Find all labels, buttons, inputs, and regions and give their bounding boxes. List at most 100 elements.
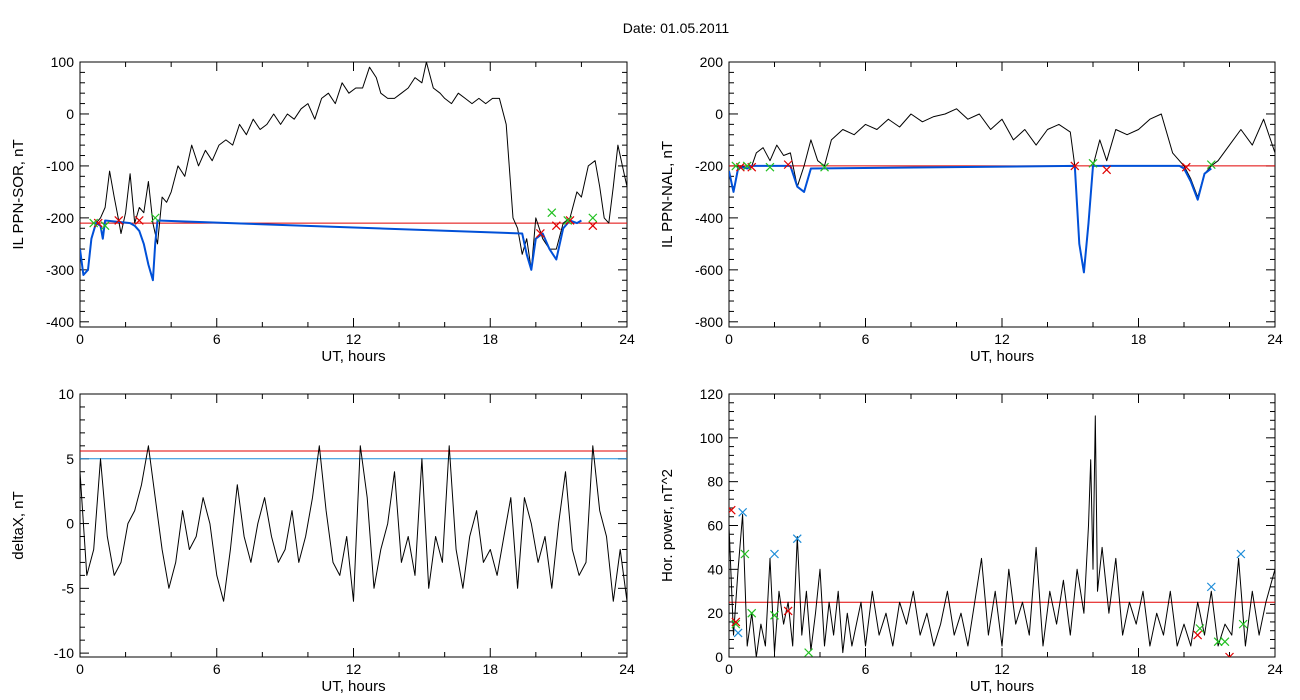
x-marker bbox=[535, 229, 545, 238]
x-marker bbox=[770, 549, 779, 559]
x-marker bbox=[1220, 637, 1230, 647]
x-marker bbox=[731, 161, 741, 171]
x-tick-label: 18 bbox=[482, 661, 498, 677]
x-marker bbox=[733, 628, 743, 638]
x-marker bbox=[747, 608, 757, 618]
x-marker bbox=[1181, 162, 1191, 172]
x-marker bbox=[1238, 619, 1248, 629]
x-tick-label: 12 bbox=[346, 331, 362, 347]
x-marker bbox=[742, 161, 752, 171]
plot-area bbox=[80, 445, 627, 602]
x-tick-label: 18 bbox=[482, 331, 498, 347]
y-tick-label: -400 bbox=[695, 210, 723, 226]
y-tick-label: -200 bbox=[695, 158, 723, 174]
x-marker bbox=[1070, 161, 1080, 171]
x-tick-label: 24 bbox=[1267, 331, 1283, 347]
x-marker bbox=[551, 221, 561, 231]
plot-frame bbox=[728, 61, 1276, 328]
x-marker bbox=[547, 208, 557, 218]
x-axis-title: UT, hours bbox=[321, 348, 385, 365]
x-tick-label: 18 bbox=[1131, 661, 1147, 677]
x-marker bbox=[770, 610, 779, 620]
y-axis-title: IL PPN-SOR, nT bbox=[10, 139, 27, 249]
y-tick-label: 200 bbox=[700, 54, 724, 70]
x-tick-label: 18 bbox=[1131, 331, 1147, 347]
chart-panel-p3: 0 6 12 18 24 -10 -5 0 5 10 UT, hours deltaX, nT bbox=[10, 386, 635, 695]
figure-title: Date: 01.05.2011 bbox=[623, 20, 730, 36]
x-marker bbox=[740, 549, 750, 559]
y-tick-label: -5 bbox=[62, 580, 75, 596]
x-tick-label: 6 bbox=[862, 661, 870, 677]
x-tick-label: 12 bbox=[994, 331, 1010, 347]
x-marker bbox=[1088, 158, 1098, 168]
x-marker bbox=[89, 218, 99, 228]
x-marker bbox=[1236, 549, 1246, 559]
y-tick-label: 20 bbox=[707, 605, 723, 621]
x-tick-label: 24 bbox=[619, 661, 635, 677]
y-tick-label: 0 bbox=[715, 106, 723, 122]
x-marker bbox=[783, 160, 793, 170]
x-marker bbox=[134, 216, 144, 225]
x-marker bbox=[565, 216, 575, 225]
y-axis-title: IL PPN-NAL, nT bbox=[659, 141, 676, 248]
x-marker bbox=[738, 507, 748, 517]
y-tick-label: 5 bbox=[66, 451, 74, 467]
y-tick-label: 0 bbox=[66, 516, 74, 532]
series-line-0 bbox=[729, 108, 1275, 271]
y-tick-label: 100 bbox=[700, 430, 724, 446]
y-tick-label: 120 bbox=[700, 386, 724, 402]
chart-panel-p4: 0 6 12 18 24 0 20 40 60 80 100 120 UT, hours Hor. pow… bbox=[659, 386, 1283, 695]
y-tick-label: -600 bbox=[695, 262, 723, 278]
series-line-0 bbox=[80, 62, 627, 276]
y-tick-label: 40 bbox=[707, 561, 723, 577]
y-tick-label: 0 bbox=[715, 649, 723, 665]
x-marker bbox=[1193, 630, 1203, 640]
y-tick-label: 80 bbox=[707, 474, 723, 490]
y-tick-label: -200 bbox=[46, 210, 74, 226]
x-axis-title: UT, hours bbox=[970, 678, 1034, 695]
x-tick-label: 6 bbox=[862, 331, 870, 347]
x-tick-label: 0 bbox=[76, 661, 84, 677]
x-axis-title: UT, hours bbox=[970, 348, 1034, 365]
x-marker bbox=[731, 617, 741, 627]
y-tick-label: -300 bbox=[46, 262, 74, 278]
x-marker bbox=[1213, 637, 1223, 647]
y-tick-label: 60 bbox=[707, 518, 723, 534]
x-marker bbox=[150, 213, 160, 223]
x-marker bbox=[1225, 652, 1234, 657]
x-marker bbox=[731, 619, 741, 629]
x-tick-label: 0 bbox=[725, 331, 733, 347]
x-marker bbox=[563, 216, 573, 225]
series-line-0 bbox=[729, 415, 1275, 657]
y-tick-label: 10 bbox=[58, 386, 74, 402]
y-axis-title: deltaX, nT bbox=[10, 491, 27, 559]
chart-panel-p2: 0 6 12 18 24 -800 -600 -400 -200 0 200 UT, hours IL … bbox=[659, 54, 1283, 365]
x-tick-label: 6 bbox=[213, 331, 221, 347]
x-marker bbox=[100, 221, 110, 231]
x-tick-label: 24 bbox=[1267, 661, 1283, 677]
y-tick-label: -800 bbox=[695, 314, 723, 330]
x-tick-label: 6 bbox=[213, 661, 221, 677]
y-axis-title: Hor. power, nT^2 bbox=[659, 469, 676, 582]
x-marker bbox=[729, 505, 736, 515]
series-line-0 bbox=[80, 445, 627, 602]
plot-frame bbox=[728, 393, 1276, 658]
y-tick-label: 100 bbox=[51, 54, 75, 70]
x-marker bbox=[765, 162, 775, 172]
plot-area bbox=[729, 415, 1275, 657]
x-marker bbox=[783, 606, 793, 616]
x-tick-label: 24 bbox=[619, 331, 635, 347]
x-marker bbox=[820, 162, 829, 172]
x-axis-title: UT, hours bbox=[321, 678, 385, 695]
x-marker bbox=[792, 534, 802, 544]
x-marker bbox=[1206, 160, 1216, 170]
series-line-1 bbox=[80, 219, 582, 282]
x-tick-label: 12 bbox=[346, 661, 362, 677]
x-tick-label: 0 bbox=[76, 331, 84, 347]
x-marker bbox=[1206, 582, 1216, 592]
series-line-1 bbox=[729, 164, 1212, 274]
x-marker bbox=[1195, 624, 1205, 633]
x-marker bbox=[804, 648, 814, 657]
x-tick-label: 12 bbox=[994, 661, 1010, 677]
